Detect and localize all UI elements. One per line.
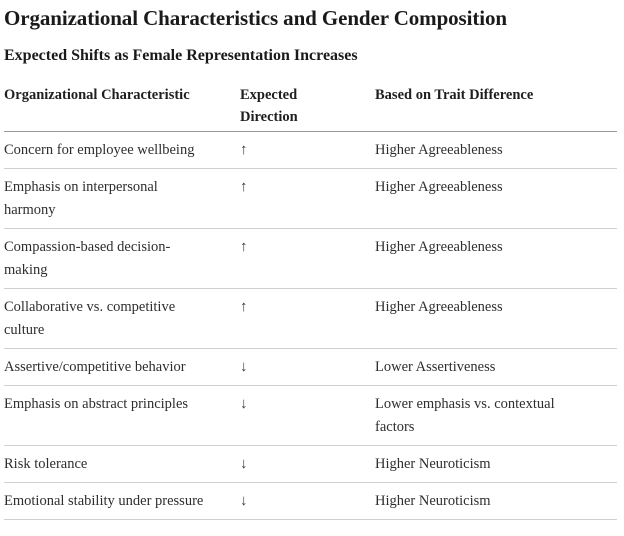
table-header-row: Organizational Characteristic Expected D… <box>4 82 617 132</box>
document-page: Organizational Characteristics and Gende… <box>4 6 617 520</box>
cell-characteristic: Emphasis on abstract principles <box>4 385 240 446</box>
cell-trait-difference: Higher Agreeableness <box>375 131 617 169</box>
cell-expected-direction: ↑ <box>240 168 375 229</box>
cell-trait-difference: Higher Agreeableness <box>375 288 617 349</box>
direction-arrow-icon: ↓ <box>240 456 248 472</box>
direction-arrow-icon: ↑ <box>240 179 248 195</box>
table-row: Risk tolerance ↓ Higher Neuroticism <box>4 445 617 483</box>
table-row: Concern for employee wellbeing ↑ Higher … <box>4 131 617 169</box>
column-header-characteristic: Organizational Characteristic <box>4 82 240 132</box>
cell-trait-difference: Higher Neuroticism <box>375 482 617 520</box>
section-subtitle: Expected Shifts as Female Representation… <box>4 47 358 64</box>
table-row: Emotional stability under pressure ↓ Hig… <box>4 482 617 520</box>
table-row: Compassion-based decision-making ↑ Highe… <box>4 228 617 289</box>
column-header-trait-difference: Based on Trait Difference <box>375 82 617 132</box>
table-row: Emphasis on abstract principles ↓ Lower … <box>4 385 617 446</box>
table-row: Assertive/competitive behavior ↓ Lower A… <box>4 348 617 386</box>
direction-arrow-icon: ↓ <box>240 493 248 509</box>
direction-arrow-icon: ↓ <box>240 359 248 375</box>
table-row: Collaborative vs. competitive culture ↑ … <box>4 288 617 349</box>
cell-characteristic: Emotional stability under pressure <box>4 482 240 520</box>
page-title: Organizational Characteristics and Gende… <box>4 6 507 30</box>
cell-characteristic: Compassion-based decision-making <box>4 228 240 289</box>
characteristics-table: Organizational Characteristic Expected D… <box>4 82 617 520</box>
cell-expected-direction: ↑ <box>240 288 375 349</box>
cell-characteristic: Assertive/competitive behavior <box>4 348 240 386</box>
column-header-expected-direction: Expected Direction <box>240 82 375 132</box>
cell-expected-direction: ↓ <box>240 385 375 446</box>
cell-trait-difference: Lower Assertiveness <box>375 348 617 386</box>
cell-expected-direction: ↓ <box>240 445 375 483</box>
cell-expected-direction: ↑ <box>240 228 375 289</box>
direction-arrow-icon: ↑ <box>240 239 248 255</box>
cell-characteristic: Emphasis on interpersonal harmony <box>4 168 240 229</box>
direction-arrow-icon: ↑ <box>240 299 248 315</box>
direction-arrow-icon: ↓ <box>240 396 248 412</box>
cell-expected-direction: ↓ <box>240 482 375 520</box>
cell-expected-direction: ↑ <box>240 131 375 169</box>
direction-arrow-icon: ↑ <box>240 142 248 158</box>
cell-trait-difference: Higher Agreeableness <box>375 168 617 229</box>
table-body: Concern for employee wellbeing ↑ Higher … <box>4 131 617 520</box>
cell-trait-difference: Lower emphasis vs. contextual factors <box>375 385 617 446</box>
cell-characteristic: Concern for employee wellbeing <box>4 131 240 169</box>
cell-trait-difference: Higher Neuroticism <box>375 445 617 483</box>
cell-characteristic: Risk tolerance <box>4 445 240 483</box>
cell-characteristic: Collaborative vs. competitive culture <box>4 288 240 349</box>
cell-expected-direction: ↓ <box>240 348 375 386</box>
cell-trait-difference: Higher Agreeableness <box>375 228 617 289</box>
table-row: Emphasis on interpersonal harmony ↑ High… <box>4 168 617 229</box>
